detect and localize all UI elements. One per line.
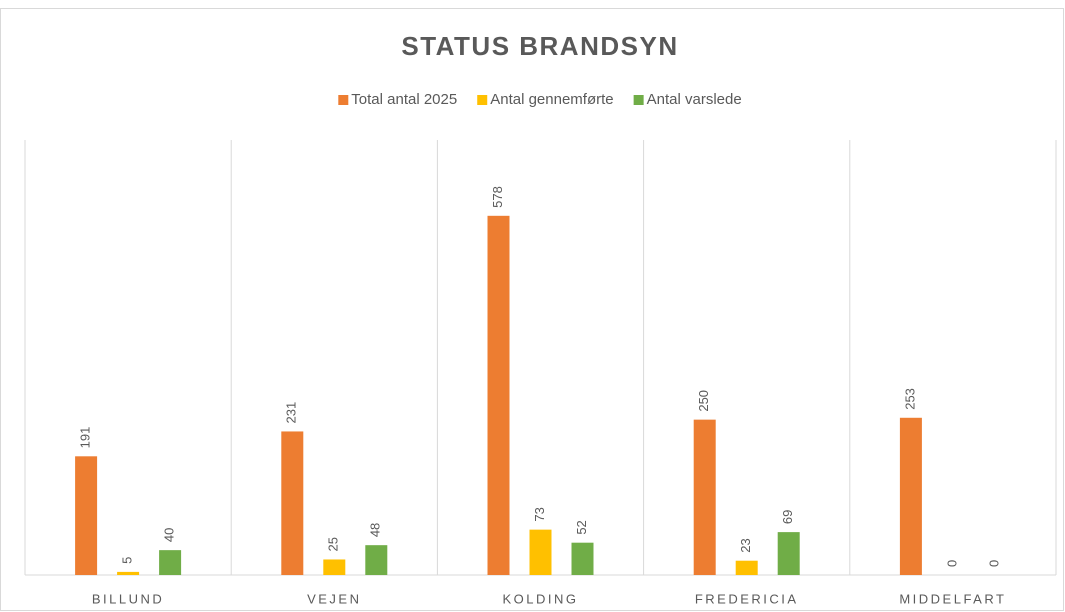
bar — [487, 215, 510, 576]
data-label: 5 — [120, 557, 135, 564]
x-tick-label: VEJEN — [307, 591, 361, 606]
data-label: 25 — [326, 537, 341, 551]
bar — [529, 529, 552, 575]
data-label: 73 — [532, 507, 547, 521]
legend-label: Total antal 2025 — [351, 91, 457, 108]
data-label: 23 — [738, 538, 753, 552]
legend-item: Antal gennemførte — [477, 91, 614, 108]
x-tick-label: MIDDELFART — [899, 591, 1006, 606]
data-label: 40 — [162, 528, 177, 542]
bar — [323, 559, 346, 575]
legend-swatch — [633, 95, 644, 105]
chart-border — [0, 8, 1064, 611]
bar — [777, 532, 800, 575]
data-label: 250 — [696, 390, 711, 412]
data-label: 253 — [902, 388, 917, 410]
bar — [365, 545, 388, 575]
x-tick-label: FREDERICIA — [695, 591, 799, 606]
data-label: 578 — [490, 186, 505, 208]
bar — [159, 550, 182, 575]
x-tick-label: BILLUND — [92, 591, 164, 606]
data-label: 191 — [78, 427, 93, 449]
data-label: 231 — [284, 402, 299, 424]
legend-label: Antal varslede — [647, 91, 742, 108]
bar — [75, 456, 98, 575]
legend-item: Total antal 2025 — [338, 91, 457, 108]
data-label: 52 — [574, 520, 589, 534]
data-label: 0 — [944, 560, 959, 567]
bar — [571, 542, 594, 575]
bar — [899, 417, 922, 575]
data-label: 69 — [780, 510, 795, 524]
legend-item: Antal varslede — [633, 91, 742, 108]
bar — [735, 560, 758, 575]
legend-swatch — [477, 95, 488, 105]
bar — [117, 571, 140, 575]
bar — [693, 419, 716, 575]
chart-title: STATUS BRANDSYN — [401, 31, 678, 61]
x-tick-label: KOLDING — [502, 591, 578, 606]
data-label: 48 — [368, 523, 383, 537]
data-label: 0 — [986, 560, 1001, 567]
bar — [281, 431, 304, 575]
legend-swatch — [338, 95, 349, 105]
legend-label: Antal gennemførte — [490, 91, 613, 108]
